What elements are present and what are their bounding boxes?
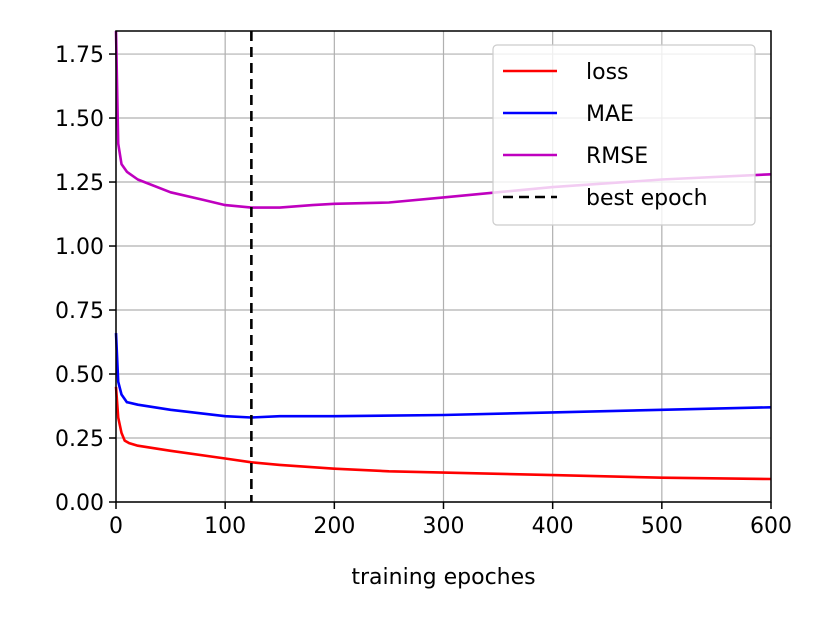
y-tick-label: 1.00 xyxy=(55,235,104,260)
y-axis-ticks: 0.00 0.25 0.50 0.75 1.00 1.25 1.50 1.75 xyxy=(55,43,116,516)
legend-label: best epoch xyxy=(586,186,708,211)
x-tick-label: 300 xyxy=(423,514,465,539)
legend-label: loss xyxy=(586,60,629,85)
y-tick-label: 1.50 xyxy=(55,107,104,132)
x-axis-label: training epoches xyxy=(351,565,535,590)
x-tick-label: 200 xyxy=(313,514,355,539)
x-tick-label: 400 xyxy=(532,514,574,539)
y-tick-label: 0.00 xyxy=(55,491,104,516)
x-tick-label: 100 xyxy=(204,514,246,539)
series-line-loss xyxy=(114,386,772,481)
series-line-mae xyxy=(114,333,772,419)
legend-box xyxy=(492,44,756,226)
y-tick-label: 0.25 xyxy=(55,427,104,452)
x-tick-label: 500 xyxy=(641,514,683,539)
x-tick-label: 600 xyxy=(750,514,792,539)
y-tick-label: 0.75 xyxy=(55,299,104,324)
x-tick-label: 0 xyxy=(109,514,123,539)
legend: loss MAE RMSE best epoch xyxy=(492,44,756,226)
y-tick-label: 1.75 xyxy=(55,43,104,68)
legend-label: RMSE xyxy=(586,144,648,169)
legend-label: MAE xyxy=(586,102,634,127)
x-axis-ticks: 0 100 200 300 400 500 600 xyxy=(109,502,792,539)
y-tick-label: 0.50 xyxy=(55,363,104,388)
y-tick-label: 1.25 xyxy=(55,171,104,196)
